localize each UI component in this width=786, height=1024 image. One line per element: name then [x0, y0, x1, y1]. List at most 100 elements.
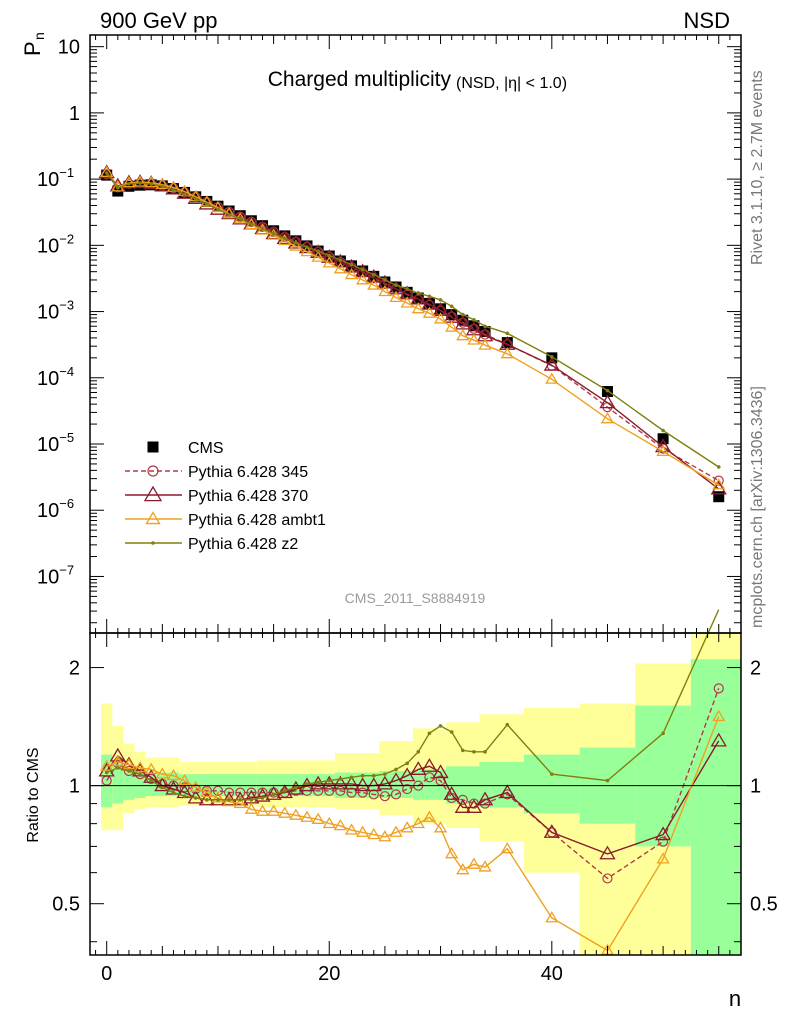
- data-point: [127, 769, 131, 773]
- data-point: [127, 181, 131, 186]
- data-point: [422, 810, 437, 822]
- ratio-y-axis-label: Ratio to CMS: [25, 747, 42, 842]
- y-tick-label-exponent: −2: [59, 231, 74, 246]
- y-tick-label-exponent: −3: [59, 298, 74, 313]
- data-point: [543, 824, 560, 838]
- data-point: [367, 278, 381, 290]
- data-point: [133, 761, 147, 773]
- data-point: [289, 239, 303, 251]
- data-point: [357, 787, 368, 798]
- data-point: [179, 782, 190, 793]
- data-point: [605, 778, 610, 783]
- data-point: [422, 306, 437, 318]
- data-point: [223, 205, 235, 217]
- x-tick-label: 20: [318, 963, 340, 985]
- data-point: [220, 791, 238, 806]
- data-point: [335, 785, 346, 796]
- data-point: [311, 812, 325, 824]
- data-point: [600, 412, 615, 424]
- data-point: [656, 852, 670, 864]
- legend-entry: Pythia 6.428 ambt1: [125, 511, 326, 529]
- data-point: [100, 165, 114, 177]
- data-point: [123, 765, 135, 777]
- data-point: [211, 791, 225, 803]
- data-point: [713, 683, 724, 694]
- legend-entry: CMS: [147, 440, 224, 457]
- data-point: [432, 764, 449, 779]
- data-point: [109, 747, 126, 762]
- data-point: [401, 286, 413, 298]
- header-right: NSD: [684, 8, 730, 33]
- data-point: [483, 324, 487, 329]
- data-point: [472, 749, 476, 754]
- data-point: [376, 775, 394, 790]
- data-point: [449, 730, 454, 734]
- y-tick-label: 10−4: [37, 364, 74, 390]
- data-point: [457, 314, 469, 326]
- data-point: [411, 816, 425, 829]
- data-point: [421, 295, 438, 310]
- data-point: [356, 825, 370, 837]
- data-point: [316, 249, 320, 253]
- analysis-watermark: CMS_2011_S8884919: [345, 590, 486, 606]
- ratio-plot-frame: [89, 632, 742, 956]
- data-point: [478, 860, 492, 872]
- legend: CMS Pythia 6.428 345 Pythia 6.428 370 Pythi…: [125, 440, 326, 553]
- data-point: [367, 827, 381, 840]
- data-point: [438, 298, 443, 302]
- data-point: [389, 290, 403, 303]
- series-pythia-6-428-ambt1: [100, 709, 726, 955]
- data-point: [383, 772, 387, 776]
- data-point: [324, 785, 335, 796]
- data-point: [300, 810, 314, 822]
- rivet-version-label: Rivet 3.1.10, ≥ 2.7M events: [749, 70, 766, 265]
- data-point: [322, 816, 336, 829]
- data-point: [246, 787, 257, 798]
- data-point: [298, 239, 316, 254]
- data-point: [338, 777, 343, 781]
- data-point: [710, 732, 727, 747]
- data-point: [305, 782, 309, 786]
- data-point: [122, 758, 136, 770]
- data-point: [505, 722, 510, 727]
- data-point: [467, 857, 481, 869]
- data-point: [400, 821, 414, 833]
- data-point: [122, 176, 136, 188]
- data-point: [423, 297, 435, 309]
- data-point: [305, 245, 309, 249]
- chart-subtitle: (NSD, |η| < 1.0): [456, 75, 567, 92]
- data-point: [255, 804, 270, 816]
- data-point: [260, 796, 265, 800]
- data-point: [435, 303, 447, 315]
- data-point: [177, 773, 192, 786]
- series-line: [106, 688, 720, 880]
- data-point: [387, 280, 405, 295]
- data-point: [155, 767, 169, 779]
- data-point: [416, 749, 421, 754]
- data-point: [244, 802, 258, 814]
- data-point: [294, 241, 298, 245]
- ratio-band-inner: [112, 761, 124, 804]
- mcplots-reference-label: mcplots.cern.ch [arXiv:1306.3436]: [749, 386, 766, 628]
- data-point: [216, 207, 220, 212]
- data-point: [400, 296, 414, 308]
- data-point: [205, 202, 209, 206]
- data-point: [378, 830, 392, 842]
- y-tick-label-exponent: −1: [59, 165, 74, 180]
- data-point: [349, 775, 354, 780]
- data-point: [149, 778, 154, 783]
- data-point: [200, 195, 214, 207]
- data-point: [599, 845, 616, 860]
- data-point: [104, 171, 109, 175]
- x-tick-label: 0: [101, 963, 112, 985]
- series-line: [106, 172, 720, 486]
- data-point: [338, 258, 343, 262]
- ratio-band-inner: [134, 769, 146, 799]
- data-point: [402, 783, 413, 795]
- ratio-band-inner: [446, 766, 480, 804]
- data-point: [483, 749, 487, 754]
- y-tick-label: 10−6: [37, 496, 74, 522]
- data-point: [411, 302, 425, 314]
- data-point: [476, 791, 494, 806]
